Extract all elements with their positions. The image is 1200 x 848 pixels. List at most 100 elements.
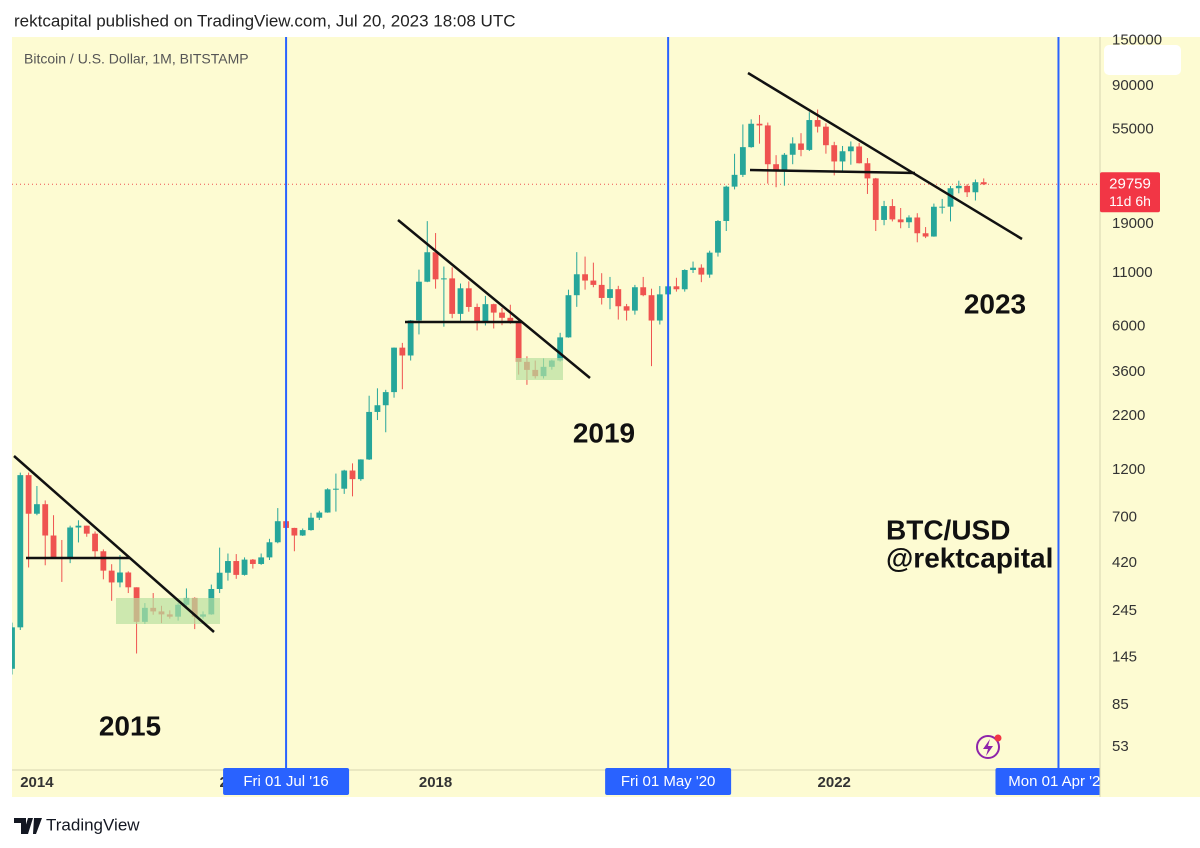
y-tick-label: 700 [1112,509,1137,526]
candle-body [333,488,339,490]
y-tick-label: 19000 [1112,215,1154,232]
last-price-box [1100,172,1160,213]
candle-body [856,146,863,164]
candle-body [316,512,323,518]
candle-body [490,304,497,313]
event-label: Mon 01 Apr '24 [1008,773,1108,790]
candle-body [897,219,904,223]
candle-body [108,570,115,583]
annotation: @rektcapital [886,542,1053,573]
candle-body [249,559,256,564]
candle-body [939,206,946,208]
candle-body [457,288,464,314]
candle-body [507,317,514,322]
candle-body [474,306,481,322]
candle-body [706,252,713,275]
zone [516,358,563,380]
candle-body [889,206,896,220]
candle-body [432,252,439,280]
candle-body [92,533,98,552]
last-price-label: 29759 [1109,175,1151,192]
candle-body [631,287,638,311]
event-label: Fri 01 May '20 [621,773,716,790]
candle-body [623,306,630,311]
candle-body [739,147,746,175]
event-label-box [223,768,350,795]
y-tick-label: 85 [1112,696,1129,713]
candle-body [83,525,90,534]
trend-line [397,219,591,379]
candle-body [773,164,779,170]
chart-title: Bitcoin / U.S. Dollar, 1M, BITSTAMP [24,51,249,67]
price-axis [1100,37,1200,797]
candle-body [980,182,987,185]
candle-body [872,178,879,220]
support-line [749,168,916,175]
candle-body [34,504,40,514]
candle-body [640,287,647,296]
y-tick-label: 90000 [1112,77,1154,94]
candle-body [233,561,240,575]
candle-body [598,284,605,298]
candle-body [723,186,730,221]
candle-body [374,405,381,412]
x-tick-label: 2022 [818,774,851,791]
candle-body [440,278,447,280]
candle-body [607,289,613,298]
candle-body [972,182,979,193]
candle-body [349,470,356,480]
candle-body [42,504,49,536]
candle-body [831,145,838,162]
candle-body [922,233,929,237]
candle-body [391,347,397,393]
y-tick-label: 3600 [1112,363,1145,380]
candle-body [125,572,132,588]
candle-body [947,188,954,207]
annotation: 2015 [99,710,161,741]
y-tick-label: 11000 [1112,264,1153,281]
toolbar-box [1104,45,1181,75]
y-tick-label: 6000 [1112,318,1145,335]
footer-logo: TradingView [14,815,140,834]
candle-body [266,542,273,558]
candle-body [382,392,389,406]
annotation: 2023 [964,288,1026,319]
candle-body [258,557,265,564]
plot [12,37,1100,770]
lightning-icon[interactable] [976,734,1002,759]
candle-body [881,206,887,220]
candle-body [573,274,580,296]
candle-body [25,475,32,514]
candle-body [930,206,937,237]
y-tick-label: 150000 [1112,31,1162,48]
candle-body [839,151,846,162]
candle-body [681,270,688,290]
trend-line [747,71,1023,241]
candle-body [399,347,406,356]
candle-body [557,337,564,361]
candle-body [100,551,107,571]
y-tick-label: 145 [1112,649,1137,666]
drawings [13,71,1023,633]
candle-body [565,295,572,338]
candle-body [291,527,298,536]
candle-body [424,252,431,282]
candle-body [715,220,721,253]
annotation: 2019 [573,417,635,448]
candle-body [748,123,755,148]
candle-body [781,154,788,170]
x-tick-label: 2014 [20,774,54,791]
candle-body [499,312,505,318]
candle-body [764,125,771,165]
candle-body [515,321,522,362]
candle-body [590,280,597,285]
candle-body [341,470,348,489]
candle-body [656,294,663,321]
candle-body [731,174,738,187]
candle-body [798,143,804,150]
candle-body [847,146,854,152]
footer: TradingView [46,815,140,834]
candle-body [465,288,472,307]
plot-bg [12,37,1200,797]
